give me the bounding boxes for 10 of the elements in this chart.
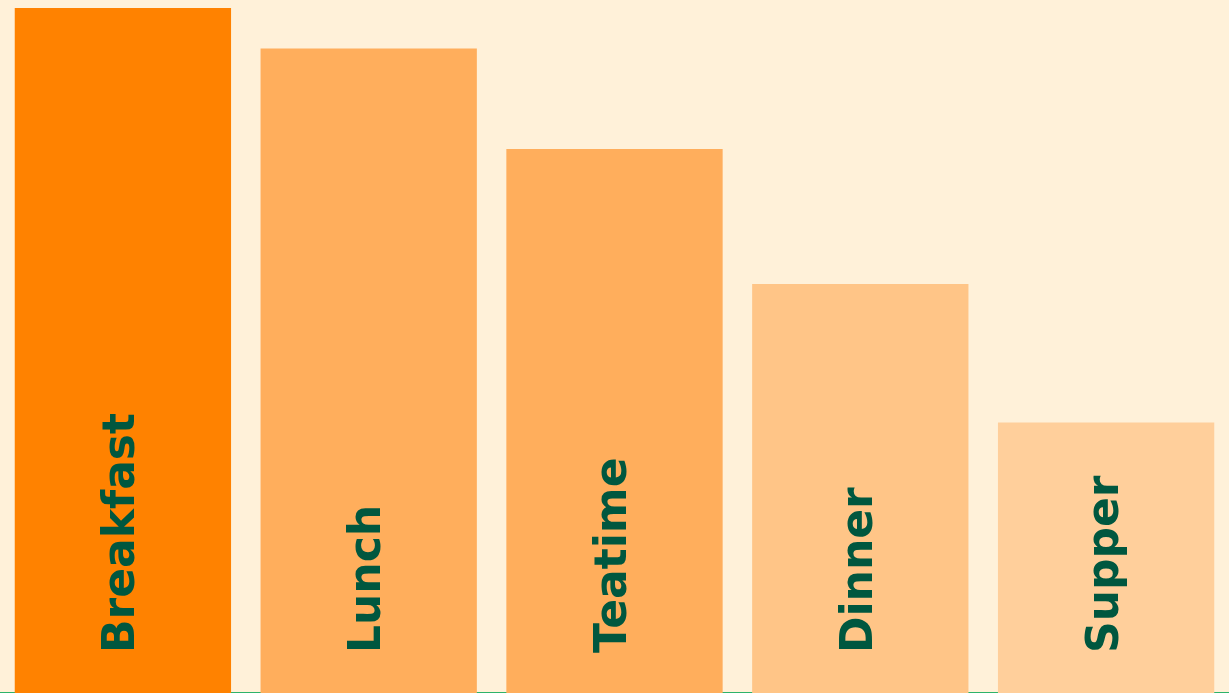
bar	[752, 284, 969, 693]
x-tick-label: Lunch	[339, 504, 391, 653]
x-tick-label: Teatime	[584, 457, 636, 653]
bar	[14, 8, 232, 693]
x-tick-label: Supper	[1076, 475, 1128, 653]
x-tick-label: Breakfast	[93, 412, 145, 653]
x-tick-label: Dinner	[830, 486, 882, 653]
bar	[260, 48, 477, 693]
bar	[997, 422, 1215, 693]
bar	[506, 149, 723, 693]
